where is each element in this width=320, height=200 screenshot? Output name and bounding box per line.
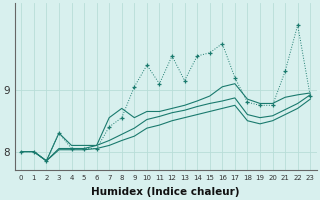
X-axis label: Humidex (Indice chaleur): Humidex (Indice chaleur) bbox=[92, 187, 240, 197]
